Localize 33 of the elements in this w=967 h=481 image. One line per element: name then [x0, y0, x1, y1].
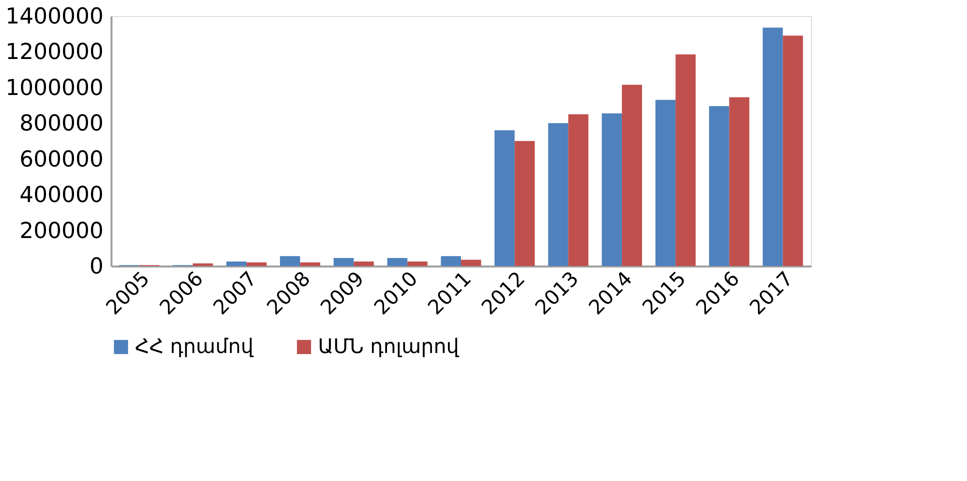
- bar: [494, 130, 515, 266]
- y-tick-label: 800000: [20, 112, 104, 137]
- bar: [461, 260, 482, 266]
- bar: [568, 114, 588, 266]
- bar: [334, 258, 354, 266]
- bar: [387, 258, 408, 266]
- y-tick-label: 1400000: [6, 4, 104, 30]
- bar: [246, 262, 267, 266]
- y-tick-label: 1000000: [6, 76, 104, 101]
- y-tick-label: 0: [90, 254, 104, 280]
- legend-label: ԱՄՆ դոլարով: [318, 334, 460, 358]
- bar: [655, 100, 676, 266]
- bar: [548, 123, 568, 266]
- bar: [709, 106, 730, 266]
- bar: [622, 84, 642, 266]
- bar: [440, 256, 461, 266]
- bar: [762, 28, 783, 266]
- bar: [407, 262, 428, 266]
- y-tick-label: 200000: [20, 218, 104, 244]
- legend-label: ՀՀ դրամով: [135, 334, 254, 358]
- y-tick-label: 600000: [20, 147, 104, 172]
- bar: [782, 36, 803, 266]
- bar: [729, 97, 750, 266]
- bar: [514, 141, 535, 266]
- bar: [354, 262, 374, 266]
- bar: [226, 262, 246, 266]
- bar: [602, 113, 622, 266]
- bar: [192, 263, 213, 266]
- bar: [300, 262, 320, 266]
- bar: [676, 54, 696, 266]
- y-tick-label: 1200000: [6, 40, 104, 66]
- y-tick-label: 400000: [20, 183, 104, 208]
- bar: [280, 256, 300, 266]
